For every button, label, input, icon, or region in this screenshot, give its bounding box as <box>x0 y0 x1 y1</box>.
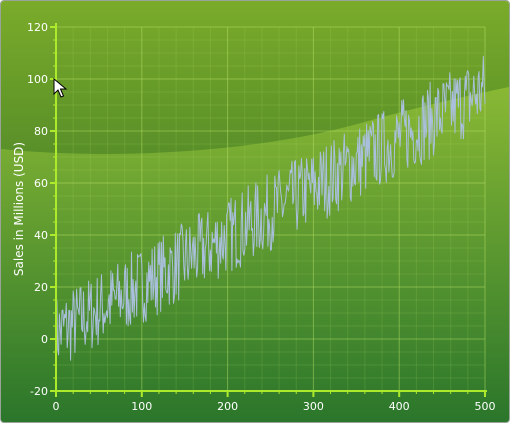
series-layer <box>55 55 486 373</box>
y-tick-label: 80 <box>34 125 48 138</box>
x-tick-label: 0 <box>53 400 60 413</box>
x-tick-label: 300 <box>303 400 324 413</box>
y-tick-label: 120 <box>27 21 48 34</box>
y-tick-label: -20 <box>30 385 48 398</box>
x-tick-label: 500 <box>475 400 496 413</box>
tick-labels: 0 100 200 300 400 500 -20 0 20 40 60 80 100 120 <box>27 21 496 413</box>
x-tick-label: 200 <box>217 400 238 413</box>
mouse-pointer-icon <box>53 77 68 98</box>
background-wave <box>1 87 509 422</box>
y-tick-label: 0 <box>41 333 48 346</box>
y-tick-label: 20 <box>34 281 48 294</box>
series-line <box>55 55 486 373</box>
x-tick-label: 400 <box>389 400 410 413</box>
y-axis-title: Sales in Millions (USD) <box>12 142 26 276</box>
y-tick-label: 100 <box>27 73 48 86</box>
y-tick-label: 40 <box>34 229 48 242</box>
x-tick-label: 100 <box>131 400 152 413</box>
y-tick-label: 60 <box>34 177 48 190</box>
